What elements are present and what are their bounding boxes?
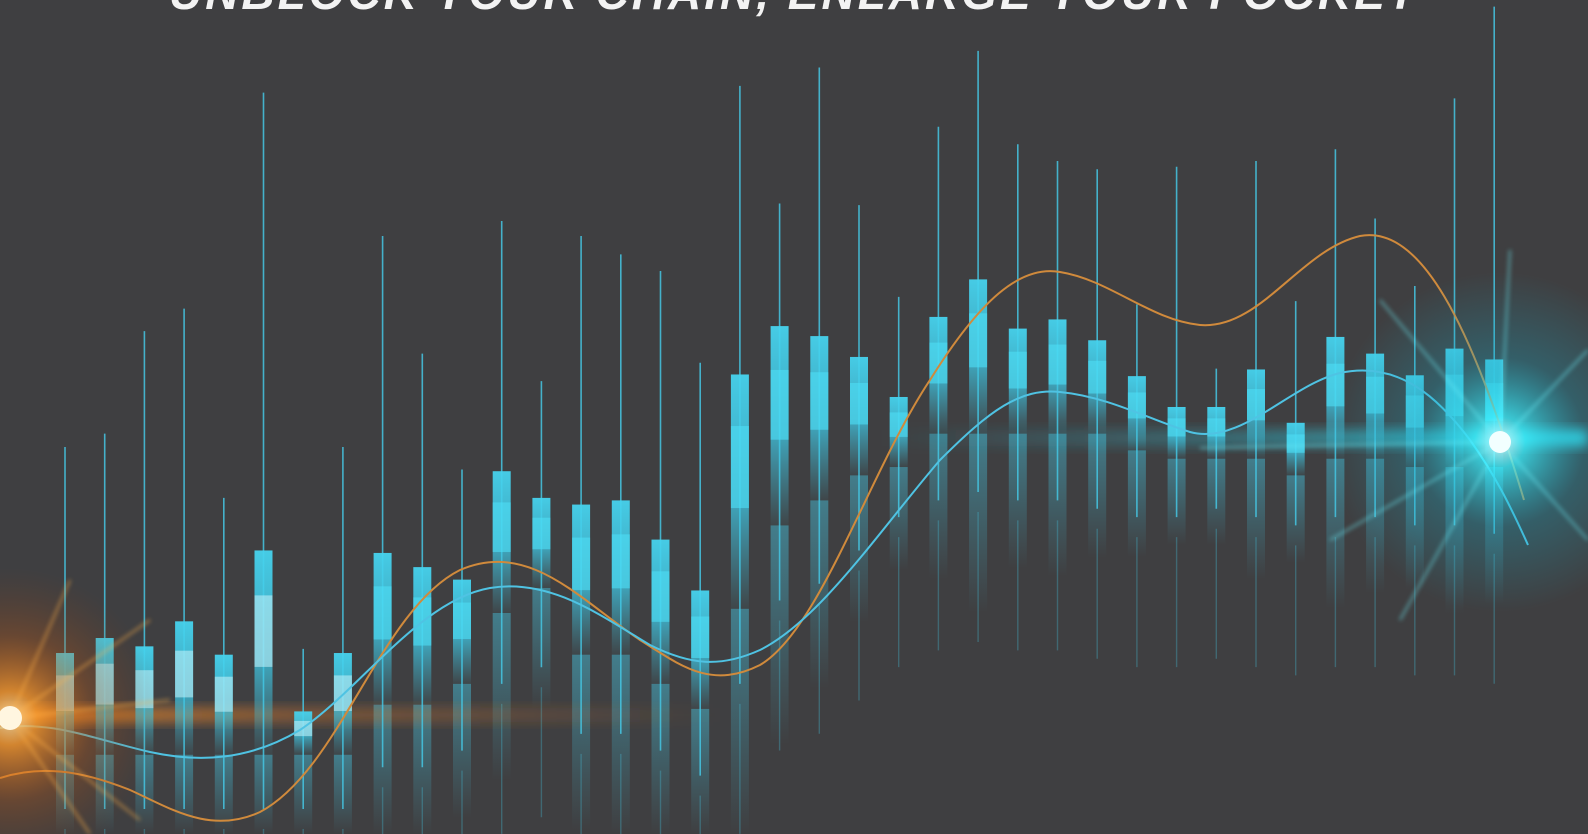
candle-highlight xyxy=(453,602,471,640)
candle-reflection xyxy=(770,525,789,745)
candle-reflection xyxy=(969,433,988,613)
candle-reflection xyxy=(1008,433,1027,569)
candle-highlight xyxy=(175,650,194,698)
candle-reflection xyxy=(611,654,630,834)
candle-reflection xyxy=(492,612,511,781)
candle-highlight xyxy=(1127,392,1146,419)
candle-reflection xyxy=(889,467,908,571)
candle-highlight xyxy=(492,502,511,553)
lens-flares xyxy=(0,249,1588,834)
candle-highlight xyxy=(651,571,670,622)
blue-trend-line xyxy=(0,369,1529,759)
candle-highlight xyxy=(254,595,273,667)
candle-highlight xyxy=(1008,351,1027,389)
candle-highlight xyxy=(730,426,749,509)
candle-highlight xyxy=(611,534,630,589)
candle-highlight xyxy=(850,383,868,425)
candle-highlight xyxy=(532,517,551,550)
candle-reflection xyxy=(730,608,749,834)
orange-lens-flare xyxy=(0,568,171,834)
candle-highlight xyxy=(1048,344,1067,385)
candle-highlight xyxy=(969,313,988,368)
candle-highlight xyxy=(333,675,352,712)
headline: UNBLOCK YOUR CHAIN, ENLARGE YOUR POCKET xyxy=(0,0,1588,20)
candle-highlight xyxy=(810,372,829,430)
candle-highlight xyxy=(770,369,789,440)
candle-highlight xyxy=(691,616,710,658)
candle-reflection xyxy=(572,654,591,830)
candle-highlight xyxy=(1286,434,1305,453)
candle-reflection xyxy=(929,433,948,579)
candle-highlight xyxy=(214,676,233,712)
candle-highlight xyxy=(373,586,392,640)
candle-reflection xyxy=(413,704,432,834)
candle-reflection xyxy=(373,704,392,834)
candle-highlight xyxy=(889,412,908,437)
orange-trend-line xyxy=(0,234,1525,822)
candle-reflection xyxy=(1247,458,1265,580)
cyan-lens-flare xyxy=(1199,249,1588,621)
candle-highlight xyxy=(572,537,591,591)
candle-highlight xyxy=(1247,389,1265,421)
candle-reflection xyxy=(810,500,829,689)
candle-reflection xyxy=(1048,433,1067,577)
candle-highlight xyxy=(1088,360,1107,394)
